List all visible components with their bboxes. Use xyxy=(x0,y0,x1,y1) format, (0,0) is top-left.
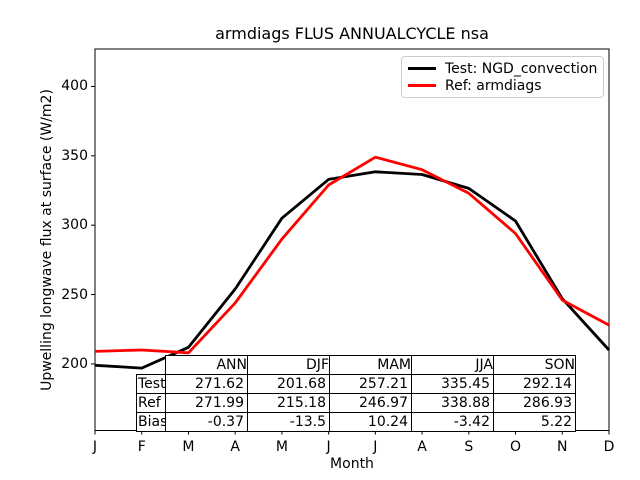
table-cell: 201.68 xyxy=(247,374,330,394)
x-tick-label: F xyxy=(137,439,146,455)
y-axis-label: Upwelling longwave flux at surface (W/m2… xyxy=(39,89,55,391)
ref-line-sample-icon xyxy=(408,84,436,87)
table-cell: 335.45 xyxy=(411,374,494,394)
y-tick-label: 400 xyxy=(61,78,88,95)
table-row: Test 271.62 201.68 257.21 335.45 292.14 xyxy=(136,374,576,394)
ref-series-line xyxy=(94,155,610,355)
x-tick-label: O xyxy=(510,439,522,455)
x-tick-label: J xyxy=(326,439,331,455)
y-tick-label: 300 xyxy=(61,217,88,234)
y-tick-label: 200 xyxy=(61,355,88,372)
stats-table: ANN DJF MAM JJA SON Test 271.62 201.68 257.21 335… xyxy=(136,355,576,432)
legend: Test: NGD_convection Ref: armdiags xyxy=(401,56,604,98)
table-cell: 271.99 xyxy=(165,393,248,413)
table-row: Bias -0.37 -13.5 10.24 -3.42 5.22 xyxy=(136,412,576,432)
legend-entry-test: Test: NGD_convection xyxy=(408,61,597,77)
table-cell: 246.97 xyxy=(329,393,412,413)
table-cell: 338.88 xyxy=(411,393,494,413)
x-tick-label: D xyxy=(603,439,615,455)
x-tick-label: S xyxy=(464,439,474,455)
x-tick-label: A xyxy=(230,439,240,455)
table-cell: -3.42 xyxy=(411,412,494,432)
x-axis-label: Month xyxy=(330,456,374,472)
table-cell: 292.14 xyxy=(493,374,576,394)
y-tick-label: 250 xyxy=(61,286,88,303)
table-cell: 5.22 xyxy=(493,412,576,432)
x-tick-label: M xyxy=(182,439,195,455)
table-column-header: MAM xyxy=(329,355,412,375)
table-cell: 286.93 xyxy=(493,393,576,413)
table-cell: 257.21 xyxy=(329,374,412,394)
legend-entry-ref: Ref: armdiags xyxy=(408,78,597,94)
table-row-label: Test xyxy=(136,374,166,394)
table-row: Ref 271.99 215.18 246.97 338.88 286.93 xyxy=(136,393,576,413)
table-cell: 215.18 xyxy=(247,393,330,413)
x-tick-label: N xyxy=(557,439,568,455)
x-tick-label: J xyxy=(373,439,378,455)
table-cell: 271.62 xyxy=(165,374,248,394)
table-column-header: JJA xyxy=(411,355,494,375)
y-tick-label: 350 xyxy=(61,147,88,164)
table-cell: -0.37 xyxy=(165,412,248,432)
test-series-line xyxy=(94,170,611,370)
table-header-row: ANN DJF MAM JJA SON xyxy=(137,355,576,375)
table-corner-blank xyxy=(137,356,166,375)
table-cell: 10.24 xyxy=(329,412,412,432)
chart-title: armdiags FLUS ANNUALCYCLE nsa xyxy=(215,24,489,43)
x-tick-label: J xyxy=(92,439,98,455)
table-column-header: DJF xyxy=(247,355,330,375)
table-row-label: Bias xyxy=(136,412,166,432)
table-row-label: Ref xyxy=(136,393,166,413)
legend-label-ref: Ref: armdiags xyxy=(445,77,542,94)
table-cell: -13.5 xyxy=(247,412,330,432)
legend-label-test: Test: NGD_convection xyxy=(445,60,598,77)
table-column-header: ANN xyxy=(165,355,248,375)
x-tick-label: M xyxy=(275,439,288,455)
test-line-sample-icon xyxy=(408,67,436,70)
x-tick-label: A xyxy=(417,439,427,455)
table-column-header: SON xyxy=(493,355,576,375)
